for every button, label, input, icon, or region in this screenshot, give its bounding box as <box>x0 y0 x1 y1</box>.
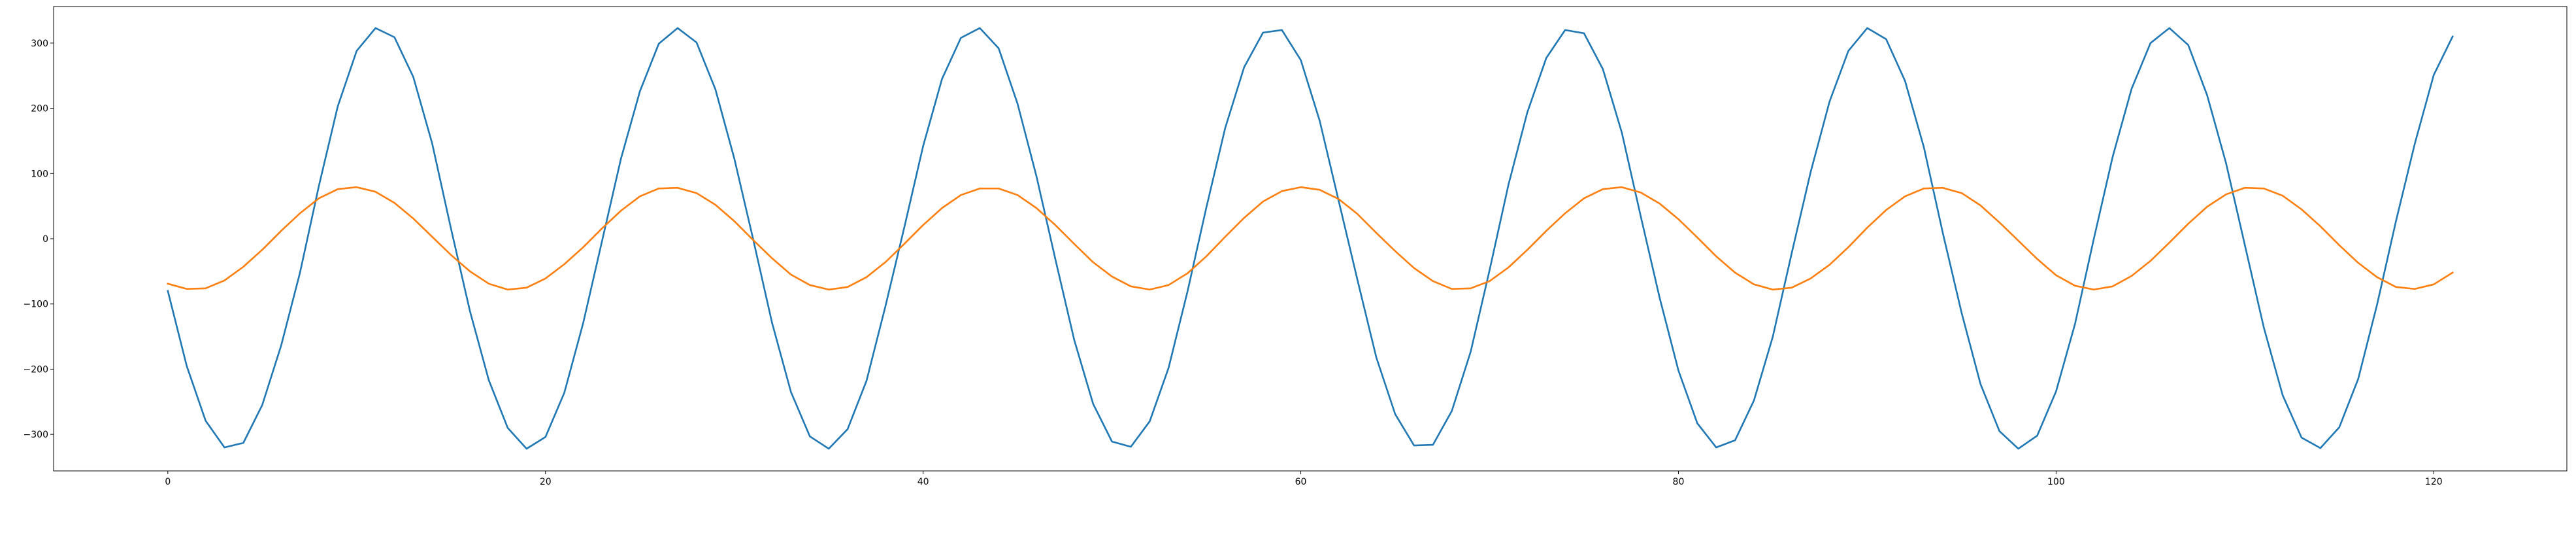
y-tick-label: −300 <box>24 430 48 440</box>
y-tick-label: 0 <box>42 234 48 245</box>
x-tick-label: 20 <box>540 477 552 487</box>
y-tick-label: 200 <box>31 104 48 114</box>
series-line-2 <box>167 186 2454 291</box>
y-tick-label: −100 <box>24 300 48 310</box>
x-tick-label: 80 <box>1673 477 1685 487</box>
x-tick-label: 40 <box>917 477 929 487</box>
y-tick-label: 100 <box>31 169 48 179</box>
series-line-1 <box>167 27 2454 450</box>
x-tick-label: 120 <box>2425 477 2443 487</box>
axis-layer: 0 20 40 60 80 100 120 −300 −200 −100 0 100 200 300 <box>24 39 2443 487</box>
x-tick-label: 0 <box>165 477 171 487</box>
series-layer <box>167 27 2454 450</box>
y-tick-label: −200 <box>24 364 48 375</box>
x-tick-label: 100 <box>2047 477 2065 487</box>
y-tick-label: 300 <box>31 39 48 49</box>
plot-frame <box>53 6 2568 472</box>
x-tick-label: 60 <box>1295 477 1307 487</box>
